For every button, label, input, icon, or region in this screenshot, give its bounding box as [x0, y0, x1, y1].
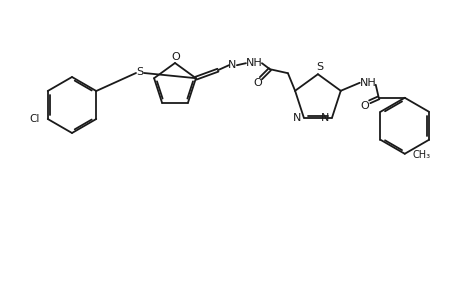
Text: Cl: Cl: [29, 114, 39, 124]
Text: NH: NH: [359, 78, 376, 88]
Text: NH: NH: [245, 58, 262, 68]
Text: N: N: [227, 60, 235, 70]
Text: S: S: [136, 67, 143, 77]
Text: CH₃: CH₃: [412, 150, 430, 160]
Text: O: O: [253, 78, 262, 88]
Text: S: S: [316, 62, 323, 72]
Text: N: N: [320, 112, 329, 123]
Text: N: N: [292, 112, 300, 123]
Text: O: O: [171, 52, 180, 62]
Text: O: O: [359, 101, 368, 111]
